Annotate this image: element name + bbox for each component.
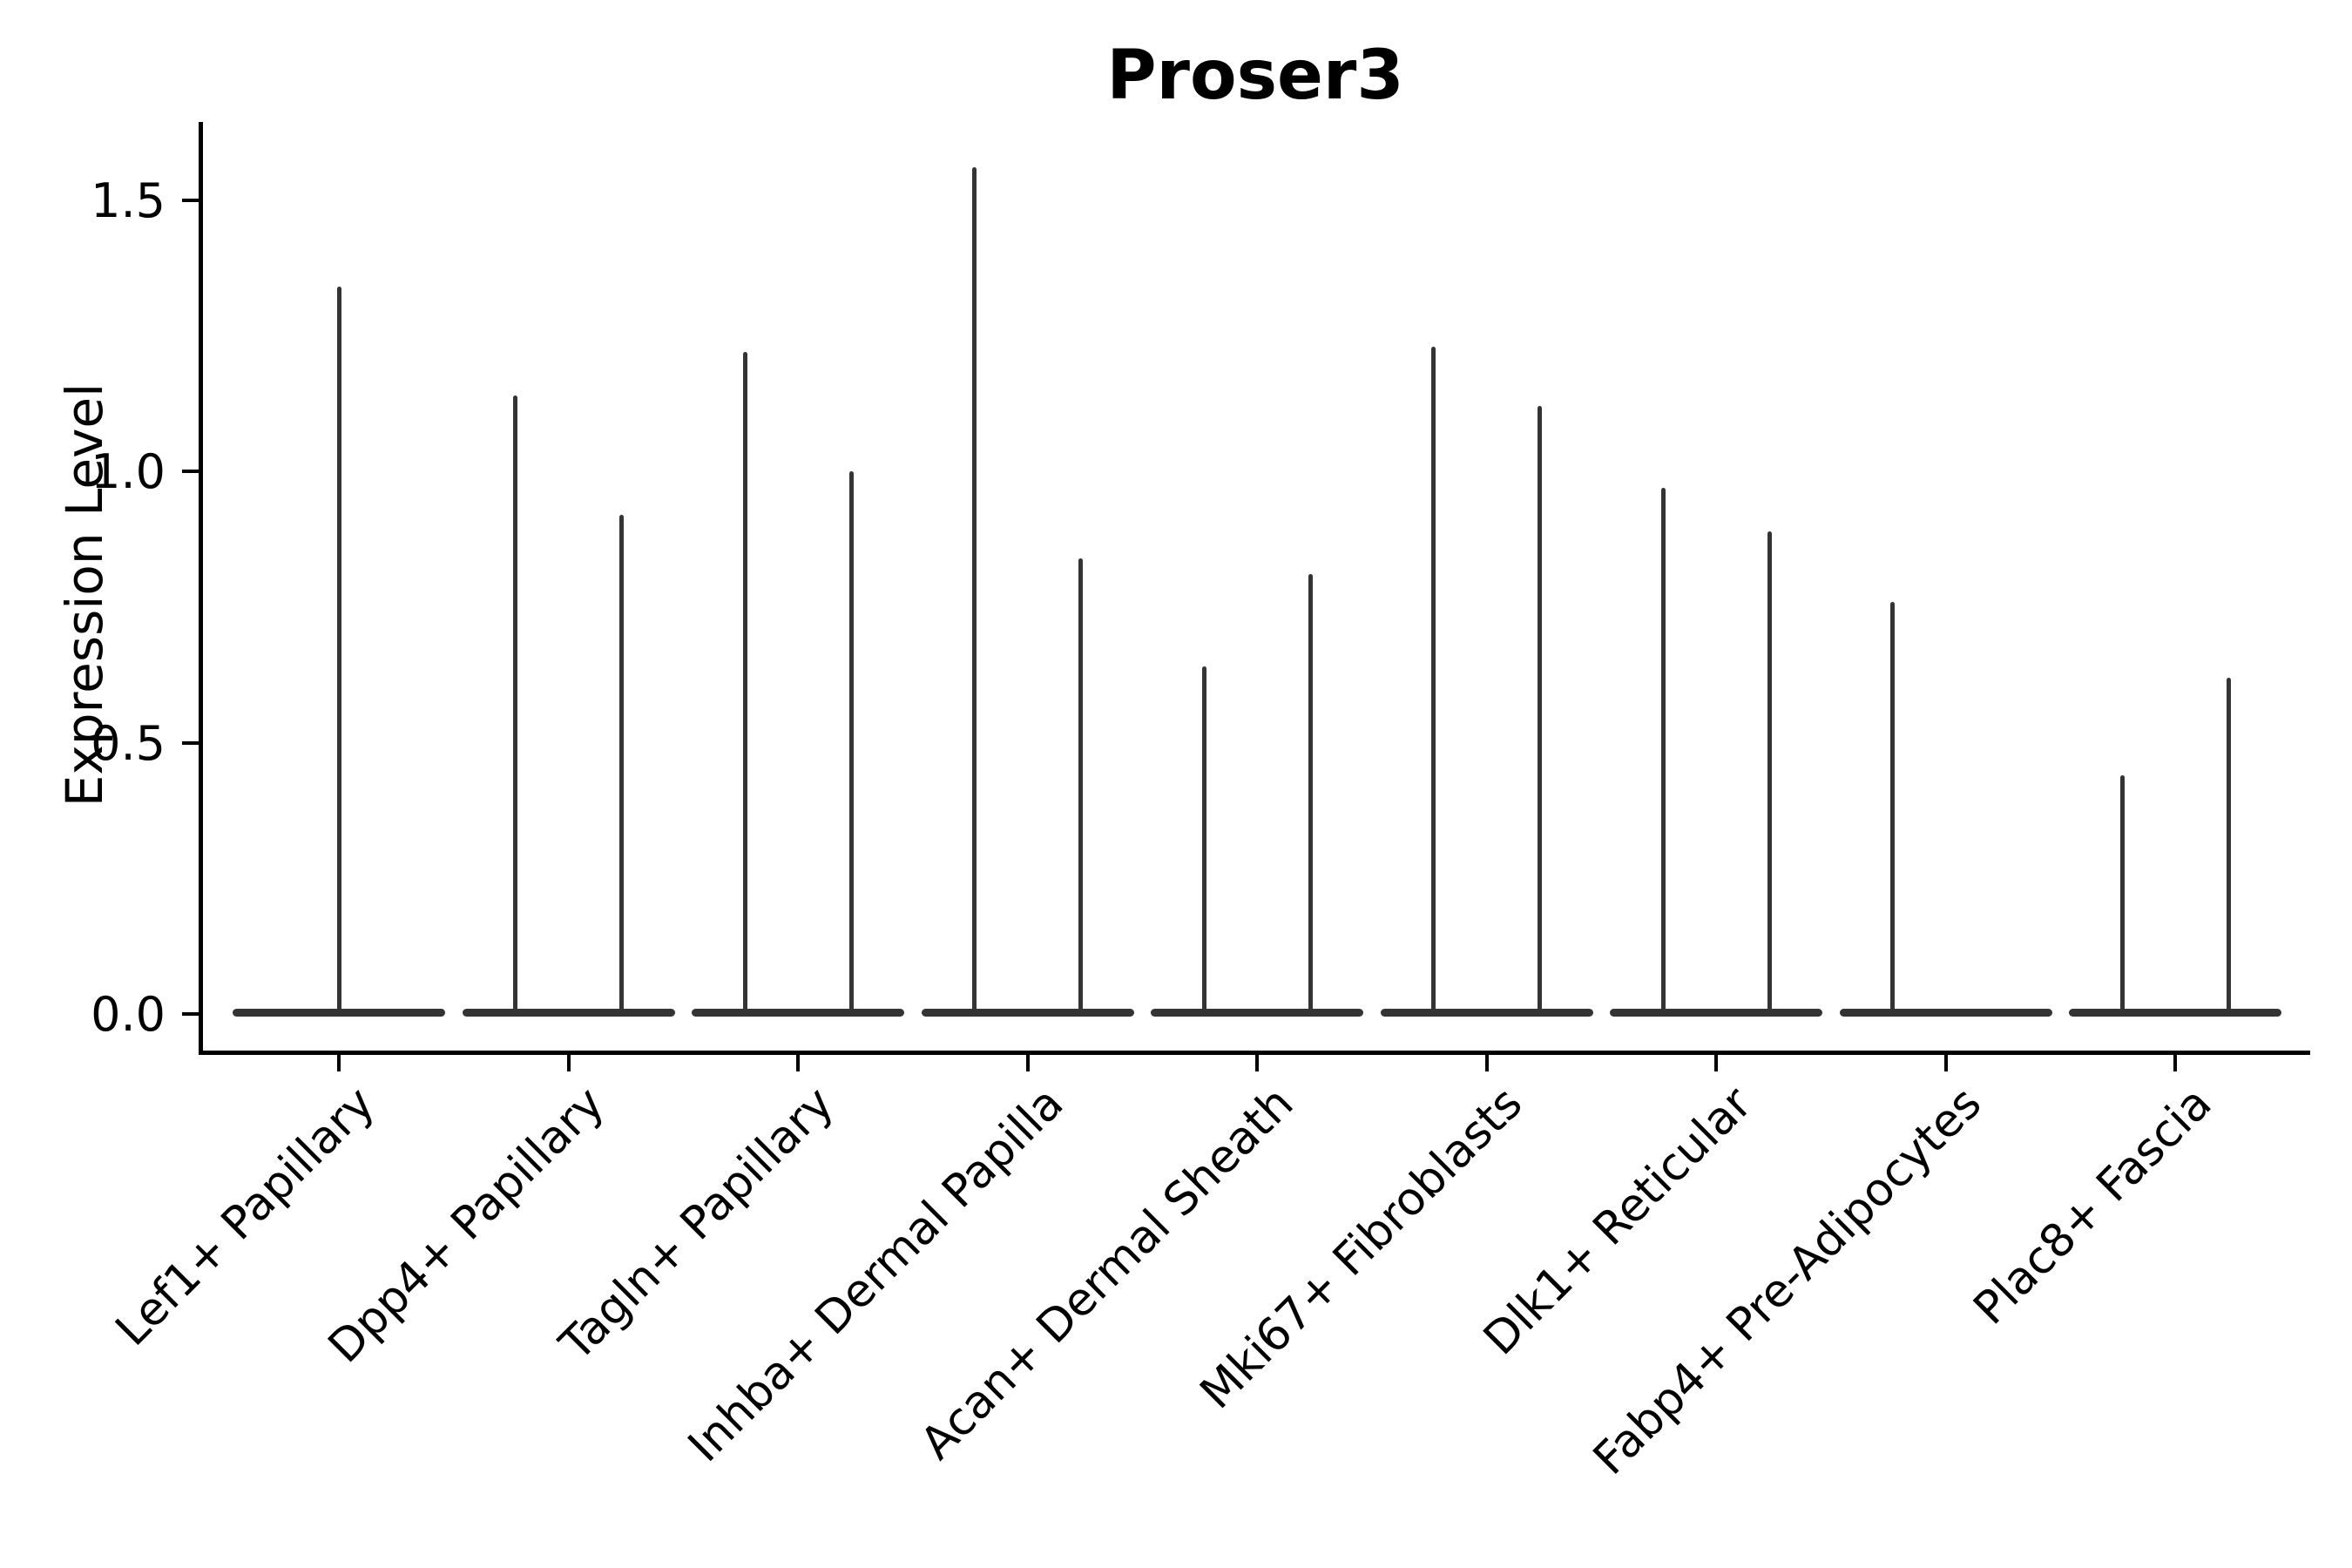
violin-spike [1538,406,1542,1016]
x-tick [2173,1055,2177,1071]
x-tick [1943,1055,1948,1071]
violin-spike [513,395,517,1016]
x-tick [566,1055,571,1071]
violin-spike [1431,346,1436,1016]
violin-body [2069,1009,2281,1017]
violin-spike [1308,574,1313,1016]
violin-body [1380,1009,1593,1017]
chart-title: Proser3 [1106,37,1404,115]
x-tick [1714,1055,1718,1071]
violin-spike [1078,558,1083,1016]
x-tick [1484,1055,1489,1071]
y-axis-spine [199,122,203,1054]
y-tick [182,470,199,473]
violin-spike [1660,487,1666,1016]
violin-body [692,1009,904,1017]
violin-spike [619,514,624,1016]
violin-body [1839,1009,2052,1017]
y-tick [182,198,199,202]
y-tick [182,1012,199,1016]
y-tick-label: 1.0 [91,444,166,499]
violin-spike [2119,774,2125,1016]
violin-spike [1767,531,1772,1016]
y-tick-label: 1.5 [91,172,166,228]
x-tick [337,1055,341,1071]
x-tick [796,1055,800,1071]
violin-spike [742,351,747,1016]
x-tick-label: Fabp4+ Pre-Adipocytes [1584,1077,1992,1485]
x-tick-label: Plac8+ Fascia [1963,1077,2222,1335]
violin-body [921,1009,1134,1017]
violin-spike [972,167,977,1016]
y-tick-label: 0.0 [91,987,166,1042]
x-tick-label: Acan+ Dermal Sheath [910,1077,1304,1470]
violin-spike [1890,601,1895,1016]
violin-body [1151,1009,1363,1017]
x-axis-spine [199,1051,2310,1055]
x-tick-label: Inhba+ Dermal Papilla [679,1077,1074,1473]
y-tick-label: 0.5 [91,715,166,771]
violin-body [462,1009,675,1017]
x-tick [1025,1055,1030,1071]
violin-spike [336,287,341,1016]
x-tick [1255,1055,1259,1071]
violin-body [1610,1009,1822,1017]
violin-spike [848,471,854,1016]
y-axis-label: Expression Level [55,382,114,808]
y-tick [182,740,199,745]
violin-spike [1201,666,1206,1016]
violin-spike [2226,677,2231,1016]
